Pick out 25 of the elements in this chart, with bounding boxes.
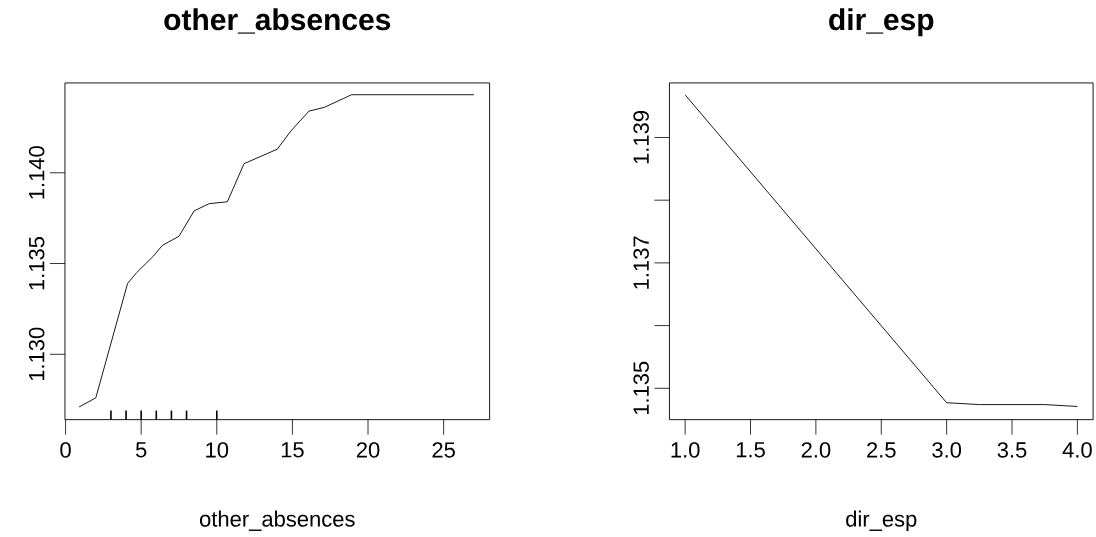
- x-tick-label: 20: [356, 442, 380, 458]
- y-tick-label: 1.135: [28, 237, 45, 290]
- y-tick-label: 1.140: [28, 146, 45, 199]
- x-tick-label: 1.5: [736, 442, 765, 458]
- y-tick-label: 1.130: [28, 327, 45, 381]
- x-tick-label: 15: [281, 442, 304, 458]
- x-axis-title: dir_esp: [846, 510, 917, 532]
- x-tick-label: 1.0: [671, 442, 700, 458]
- line-series: [78, 94, 475, 408]
- chart-title: dir_esp: [829, 8, 934, 37]
- x-tick-label: 2.5: [867, 442, 896, 458]
- y-tick-label: 1.137: [633, 236, 649, 289]
- x-axis-title: other_absences: [199, 510, 355, 532]
- line-series: [684, 94, 1078, 408]
- x-tick-label: 2.0: [801, 442, 831, 458]
- y-tick-label: 1.139: [633, 111, 649, 164]
- x-tick-label: 5: [135, 442, 147, 458]
- x-tick-label: 10: [206, 442, 229, 458]
- y-tick-label: 1.135: [633, 361, 649, 415]
- x-tick-label: 4.0: [1062, 442, 1092, 458]
- x-tick-label: 0: [60, 442, 71, 458]
- x-tick-label: 3.0: [932, 442, 962, 458]
- x-tick-label: 25: [432, 442, 455, 458]
- x-tick-label: 3.5: [997, 442, 1027, 458]
- chart-title: other_absences: [164, 8, 391, 34]
